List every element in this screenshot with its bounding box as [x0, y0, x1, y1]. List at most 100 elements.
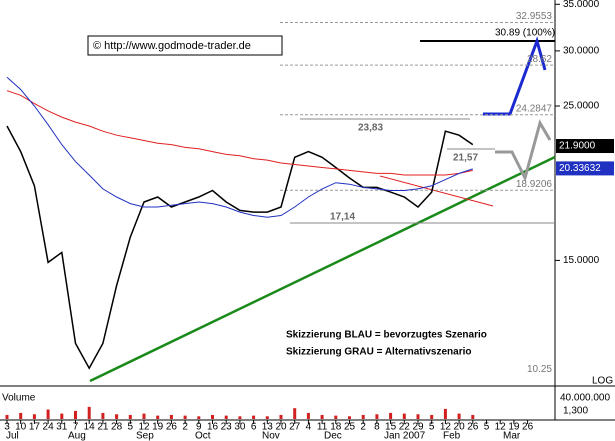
volume-bar	[19, 412, 23, 419]
x-tick-label: 2	[360, 422, 366, 433]
note-box	[282, 325, 522, 361]
x-tick-label: 20	[454, 422, 466, 433]
month-label: Jul	[6, 431, 19, 441]
scenario-gray	[495, 119, 552, 183]
series-line	[6, 76, 473, 218]
annotation: 30.89 (100%)	[495, 28, 555, 39]
volume-bar	[375, 414, 379, 419]
volume-bar	[211, 414, 214, 419]
volume-bar	[238, 416, 242, 419]
x-tick-label: 24	[43, 422, 55, 433]
volume-bar	[293, 408, 297, 419]
volume-bar	[265, 416, 269, 419]
x-tick-label: 26	[522, 422, 534, 433]
volume-bar	[306, 412, 310, 419]
volume-bar	[416, 414, 420, 419]
x-tick-label: 31	[56, 422, 68, 433]
x-tick-label: 25	[344, 422, 356, 433]
level-label: 10.25	[527, 364, 552, 375]
y-tick-label: 15.0000	[563, 255, 600, 266]
note: Skizzierung GRAU = Alternativszenario	[286, 347, 472, 358]
x-tick-label: 17	[29, 422, 41, 433]
x-tick-label: 16	[207, 422, 219, 433]
scale-label: LOG	[592, 376, 613, 387]
volume-bar	[128, 414, 132, 419]
volume-bar	[471, 414, 475, 419]
y-tick-label: 35.0000	[563, 0, 600, 10]
level-label: 28.62	[527, 54, 552, 65]
x-tick-label: 26	[166, 422, 178, 433]
volume-bar	[115, 414, 119, 419]
x-tick-label: 19	[508, 422, 520, 433]
x-tick-label: 30	[234, 422, 246, 433]
volume-bar	[60, 413, 64, 419]
level-label: 18.9206	[516, 179, 553, 190]
x-tick-label: 12	[440, 422, 452, 433]
x-tick-label: 12	[138, 422, 150, 433]
watermark-box	[87, 35, 283, 56]
x-tick-label: 22	[399, 422, 411, 433]
volume-label: Volume	[2, 393, 36, 404]
volume-bar	[156, 415, 160, 419]
volume-bar	[279, 414, 283, 419]
volume-bar	[402, 413, 406, 419]
scenario-blue	[483, 36, 547, 116]
month-label: Sep	[136, 431, 154, 441]
month-label: Aug	[68, 431, 86, 441]
volume-bar	[74, 410, 77, 419]
month-label: Jan 2007	[384, 431, 426, 441]
x-tick-label: 26	[467, 422, 479, 433]
x-tick-label: 5	[128, 422, 134, 433]
month-label: Oct	[195, 431, 211, 441]
note: Skizzierung BLAU = bevorzugtes Szenario	[286, 330, 487, 341]
volume-bar	[183, 415, 187, 419]
x-tick-label: 10	[15, 422, 27, 433]
x-tick-label: 14	[84, 422, 96, 433]
series-line	[6, 90, 473, 176]
annotation: 21,57	[453, 153, 478, 164]
trendline	[379, 175, 494, 207]
value-box	[556, 139, 614, 154]
x-tick-label: 2	[182, 422, 188, 433]
month-label: Mar	[503, 431, 521, 441]
x-tick-label: 28	[111, 422, 123, 433]
volume-bar	[32, 414, 36, 419]
volume-bar	[320, 414, 324, 419]
trendline	[89, 155, 556, 383]
x-tick-label: 4	[306, 422, 312, 433]
volume-bar	[197, 416, 201, 419]
volume-bar	[252, 415, 256, 419]
volume-bar	[142, 413, 146, 419]
volume-bar	[389, 412, 393, 419]
volume-bar	[224, 415, 228, 419]
x-tick-label: 20	[275, 422, 287, 433]
x-tick-label: 29	[412, 422, 424, 433]
x-tick-label: 5	[429, 422, 435, 433]
volume-bar	[430, 414, 434, 419]
volume-bar	[443, 408, 447, 419]
x-tick-label: 11	[317, 422, 328, 433]
volume-tick-label: 40.000.000	[560, 393, 610, 404]
x-tick-label: 27	[289, 422, 301, 433]
annotation: 17,14	[330, 212, 355, 223]
volume-bar	[348, 416, 351, 419]
value-box-label: 21.9000	[559, 141, 596, 152]
x-tick-label: 9	[196, 422, 202, 433]
x-tick-label: 21	[97, 422, 109, 433]
x-tick-label: 23	[221, 422, 233, 433]
volume-bar	[457, 413, 461, 419]
month-label: Nov	[262, 431, 280, 441]
value-box	[556, 161, 614, 176]
x-tick-label: 19	[152, 422, 164, 433]
volume-bar	[169, 414, 173, 419]
x-tick-label: 12	[495, 422, 507, 433]
volume-bar	[46, 409, 50, 419]
volume-bar	[334, 415, 338, 419]
annotation: 23,83	[358, 123, 383, 134]
volume-bar	[101, 412, 105, 419]
value-box-label: 20.33632	[559, 163, 601, 174]
level-label: 32.9553	[516, 11, 553, 22]
volume-bar	[87, 406, 91, 419]
